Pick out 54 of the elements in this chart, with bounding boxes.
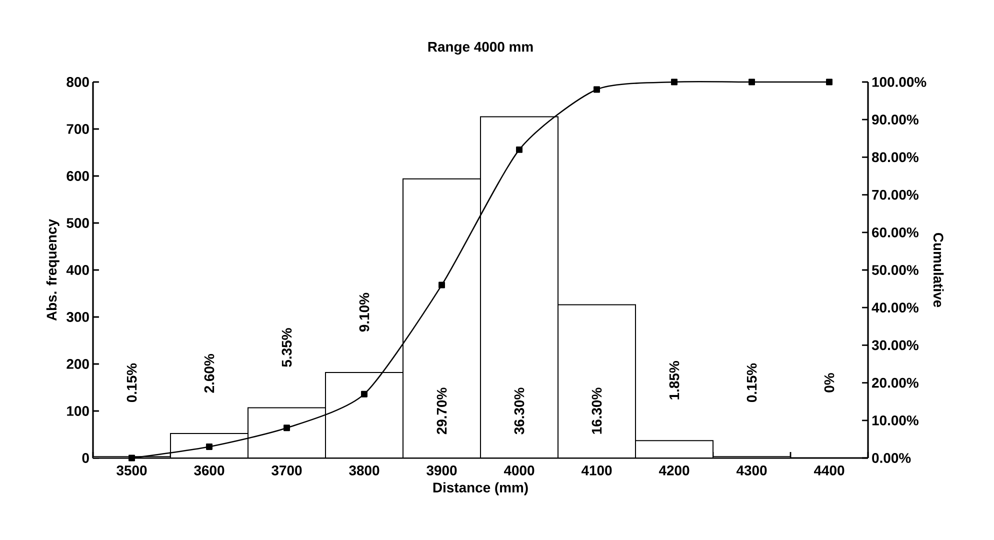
- y-tick-label: 800: [66, 77, 89, 87]
- point: [361, 390, 368, 398]
- point: [826, 78, 832, 86]
- y2-tick-label: 40.00%: [872, 302, 918, 313]
- x-tick-label: 3900: [426, 465, 457, 476]
- point: [438, 282, 445, 288]
- y-tick-label: 600: [66, 171, 89, 181]
- x-tick-label: 4100: [581, 465, 612, 476]
- point: [128, 454, 135, 462]
- annotation: 5.35%: [282, 328, 292, 367]
- y-tick-label: 0: [82, 453, 89, 463]
- y2-axis-title: Cumulative: [933, 232, 944, 308]
- x-tick-label: 3600: [194, 465, 224, 476]
- y2-tick-label: 70.00%: [872, 190, 918, 200]
- point: [748, 78, 755, 86]
- x-tick-label: 4300: [736, 465, 767, 476]
- x-tick-label: 4200: [658, 465, 690, 476]
- annotation: 0%: [824, 373, 834, 392]
- x-tick-label: 4000: [504, 465, 534, 476]
- point: [671, 78, 678, 86]
- y2-tick-label: 10.00%: [872, 415, 918, 426]
- x-axis-title: Distance (mm): [433, 482, 528, 496]
- point: [594, 86, 600, 93]
- y-tick-label: 300: [66, 312, 89, 322]
- annotation: 29.70%: [436, 388, 447, 434]
- y2-tick-label: 20.00%: [872, 378, 918, 388]
- point: [206, 443, 212, 450]
- x-tick-label: 4400: [814, 465, 844, 476]
- y2-tick-label: 80.00%: [872, 152, 918, 162]
- y-tick-label: 500: [66, 218, 89, 228]
- point: [516, 146, 522, 153]
- chart-title: Range 4000 mm: [428, 42, 533, 55]
- x-tick-label: 3700: [272, 465, 302, 476]
- annotation: 36.30%: [514, 388, 524, 434]
- y2-tick-label: 90.00%: [872, 114, 918, 125]
- y2-tick-label: 60.00%: [872, 227, 918, 238]
- y2-tick-label: 0.00%: [872, 453, 911, 463]
- y2-tick-label: 100.00%: [872, 77, 926, 87]
- x-tick-label: 3500: [116, 465, 147, 476]
- y2-tick-label: 30.00%: [872, 340, 918, 350]
- point: [284, 424, 290, 432]
- y-tick-label: 700: [66, 124, 89, 134]
- annotation: 16.30%: [592, 388, 602, 434]
- y-axis-title: Abs. frequency: [46, 219, 60, 321]
- annotation: 9.10%: [359, 292, 370, 332]
- y-tick-label: 200: [66, 359, 89, 369]
- y2-tick-label: 50.00%: [872, 265, 918, 275]
- annotation: 2.60%: [204, 354, 214, 393]
- x-tick-label: 3800: [349, 465, 380, 476]
- y-tick-label: 100: [67, 406, 89, 416]
- annotation: 1.85%: [669, 361, 680, 400]
- y-tick-label: 400: [66, 265, 89, 275]
- annotation: 0.15%: [746, 363, 757, 402]
- annotation: 0.15%: [126, 363, 137, 402]
